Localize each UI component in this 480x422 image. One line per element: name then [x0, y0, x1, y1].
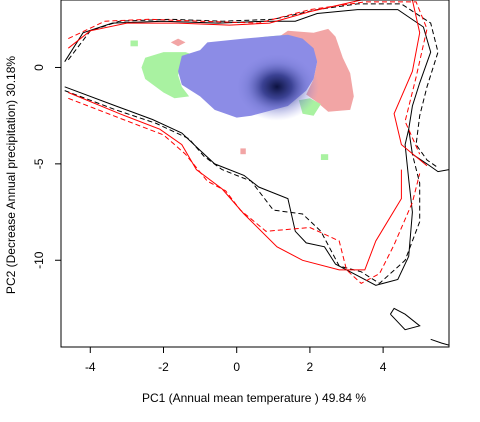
contour-black-line — [67, 3, 439, 169]
density-fills — [130, 28, 354, 160]
x-tick-label: -4 — [85, 360, 96, 374]
y-axis-title: PC2 (Decrease Annual precipitation) 30.1… — [4, 56, 18, 294]
y-tick-label: -10 — [32, 251, 46, 269]
x-axis-title: PC1 (Annual mean temperature ) 49.84 % — [142, 391, 366, 405]
x-tick-label: -2 — [158, 360, 169, 374]
plot-frame — [60, 0, 450, 348]
y-tick-label: 0 — [32, 64, 46, 71]
contour-red-line — [68, 1, 428, 155]
contour-black-line — [389, 307, 421, 331]
species-a-only-region — [170, 38, 186, 47]
y-tick-label: -5 — [32, 158, 46, 169]
axes: -4 -2 0 2 4 0 -5 -10 — [32, 0, 450, 374]
x-tick-label: 4 — [380, 360, 387, 374]
species-a-only-region — [273, 28, 354, 112]
x-tick-label: 0 — [233, 360, 240, 374]
contour-black-line — [64, 86, 413, 286]
species-b-only-region — [141, 52, 197, 99]
contour-red-line — [68, 92, 402, 271]
species-b-only-region — [320, 154, 329, 160]
species-a-only-region — [240, 148, 246, 155]
contour-black-line — [64, 90, 421, 285]
contour-black-line — [430, 338, 449, 346]
contour-red-line — [68, 97, 421, 285]
species-b-only-region — [130, 40, 138, 47]
x-tick-label: 2 — [307, 360, 314, 374]
density-core — [234, 52, 319, 121]
contour-lines — [64, 0, 449, 346]
